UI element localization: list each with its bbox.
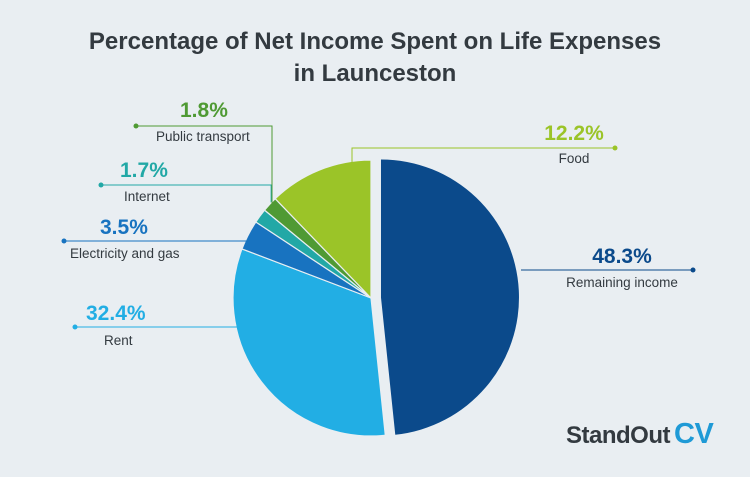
data-label-value: 3.5% [100,216,148,239]
leader-line [75,326,274,374]
pie-slice-remaining-income [380,159,519,435]
data-label-value: 32.4% [86,302,146,325]
title-line-1: Percentage of Net Income Spent on Life E… [88,28,662,55]
leader-dot [98,182,104,188]
data-label-category: Internet [124,189,170,204]
leader-dot [690,267,696,273]
brand-accent: CV [674,418,714,450]
pie-slice-food [274,159,372,300]
data-label-value: 1.7% [120,159,168,182]
data-label-value: 48.3% [592,245,652,268]
pie-slice-rent [232,248,386,437]
leader-line [351,147,615,187]
data-label-category: Public transport [156,129,250,144]
leader-dot [61,238,67,244]
leader-dot [72,324,78,330]
leader-dot [133,123,139,129]
data-label-value: 1.8% [180,99,228,122]
data-label-category: Electricity and gas [70,246,180,261]
data-label-category: Food [559,151,590,166]
data-label-category: Remaining income [566,275,678,290]
standout-cv-logo: StandOut CV [566,418,714,451]
leader-dot [612,145,618,151]
brand-main: StandOut [566,422,671,449]
data-label-category: Rent [104,333,133,348]
leader-line [136,125,273,214]
data-label-value: 12.2% [544,122,604,145]
chart-title: Percentage of Net Income Spent on Life E… [0,26,750,90]
title-line-2: in Launceston [293,60,457,87]
